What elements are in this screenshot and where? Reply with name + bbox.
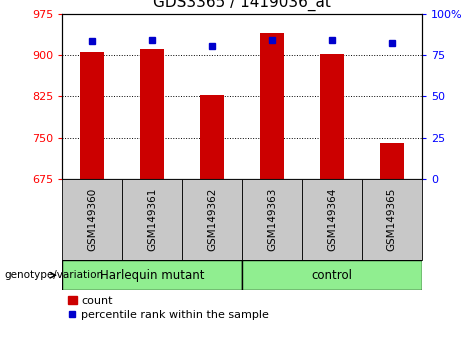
- Title: GDS3365 / 1419036_at: GDS3365 / 1419036_at: [153, 0, 331, 11]
- Bar: [62, 260, 242, 290]
- Text: control: control: [312, 269, 352, 282]
- Bar: [302, 179, 362, 260]
- Bar: [62, 179, 122, 260]
- Text: GSM149360: GSM149360: [87, 188, 97, 251]
- Text: genotype/variation: genotype/variation: [5, 270, 104, 280]
- Text: GSM149362: GSM149362: [207, 188, 217, 251]
- Text: GSM149364: GSM149364: [327, 188, 337, 251]
- Text: GSM149361: GSM149361: [147, 188, 157, 251]
- Bar: [200, 95, 224, 179]
- Bar: [122, 179, 182, 260]
- Bar: [260, 33, 284, 179]
- Bar: [320, 54, 344, 179]
- Bar: [242, 260, 422, 290]
- Bar: [242, 179, 302, 260]
- Bar: [80, 52, 104, 179]
- Bar: [380, 143, 404, 179]
- Text: GSM149363: GSM149363: [267, 188, 277, 251]
- Text: GSM149365: GSM149365: [387, 188, 397, 251]
- Bar: [182, 179, 242, 260]
- Legend: count, percentile rank within the sample: count, percentile rank within the sample: [68, 296, 269, 320]
- Text: Harlequin mutant: Harlequin mutant: [100, 269, 204, 282]
- Bar: [140, 49, 164, 179]
- Bar: [362, 179, 422, 260]
